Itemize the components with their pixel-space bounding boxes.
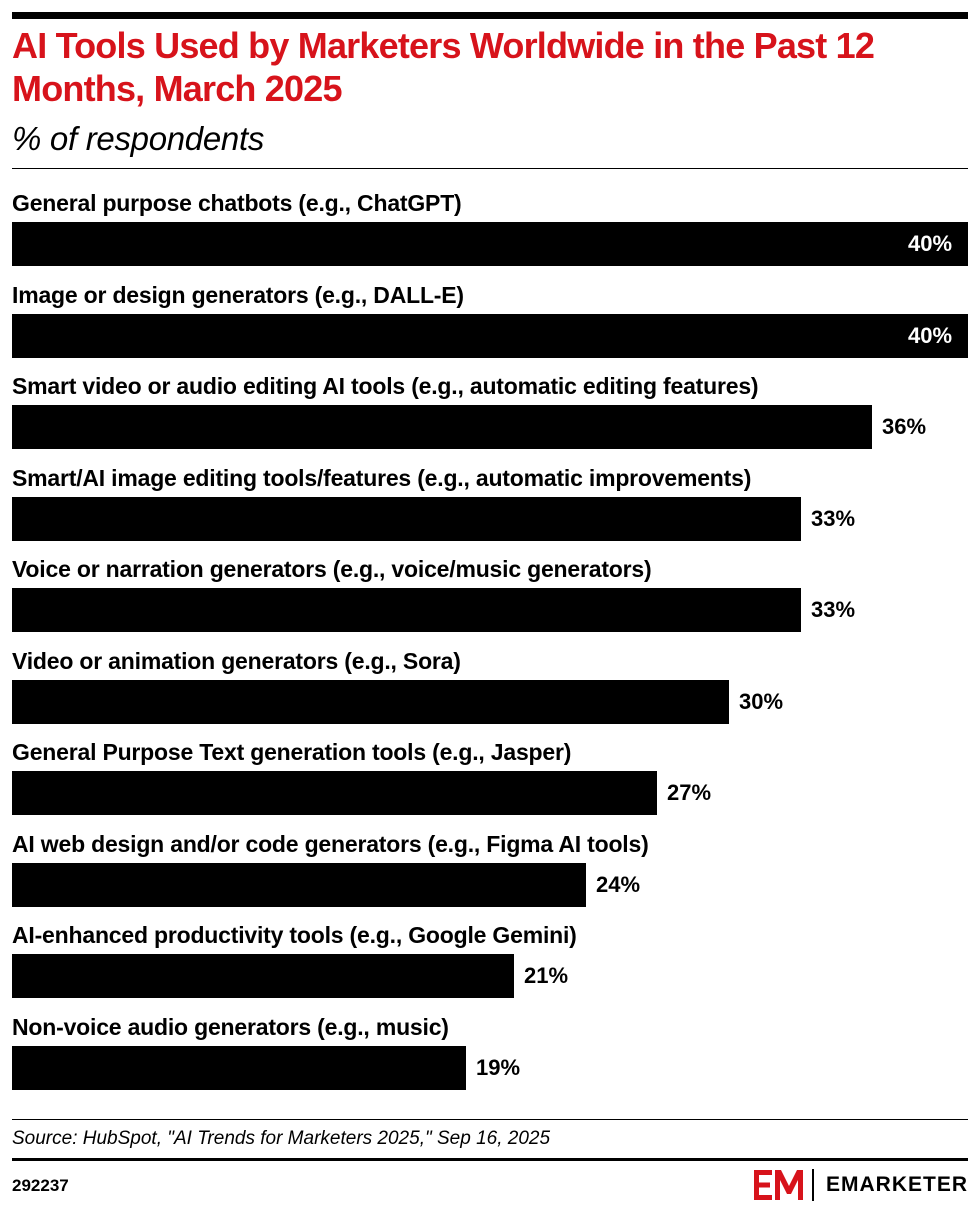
chart-id: 292237	[12, 1176, 69, 1195]
category-label: AI web design and/or code generators (e.…	[12, 830, 649, 857]
category-label: Voice or narration generators (e.g., voi…	[12, 556, 652, 582]
bar	[12, 313, 968, 358]
value-label: 40%	[908, 231, 953, 256]
value-label: 33%	[811, 597, 856, 622]
category-label: Image or design generators (e.g., DALL-E…	[12, 281, 464, 308]
bar	[12, 496, 801, 541]
value-label: 40%	[908, 322, 953, 348]
bar-chart: General purpose chatbots (e.g., ChatGPT)…	[0, 180, 980, 1100]
value-label: 33%	[811, 505, 856, 531]
brand-name: EMARKETER	[825, 1173, 968, 1196]
bar	[12, 222, 968, 266]
bottom-rule	[12, 1158, 968, 1161]
chart-title: AI Tools Used by Marketers Worldwide in …	[12, 25, 875, 109]
bar	[12, 679, 729, 724]
category-label: Non-voice audio generators (e.g., music)	[12, 1013, 449, 1040]
category-label: Video or animation generators (e.g., Sor…	[12, 647, 461, 674]
bar	[12, 771, 657, 815]
value-label: 21%	[524, 963, 569, 988]
emarketer-logo: EMARKETER	[753, 1168, 968, 1202]
top-rule	[12, 12, 968, 19]
chart-subtitle: % of respondents	[12, 120, 265, 157]
logo-divider	[811, 1169, 814, 1201]
bar	[12, 1045, 466, 1090]
value-label: 19%	[476, 1054, 521, 1080]
value-label: 36%	[882, 414, 927, 439]
em-logo-icon	[753, 1170, 803, 1200]
bar	[12, 862, 586, 907]
source-note: Source: HubSpot, "AI Trends for Marketer…	[12, 1128, 551, 1149]
category-label: AI-enhanced productivity tools (e.g., Go…	[12, 922, 577, 948]
category-label: Smart/AI image editing tools/features (e…	[12, 464, 752, 491]
value-label: 24%	[596, 871, 641, 897]
value-label: 27%	[667, 780, 712, 805]
category-label: Smart video or audio editing AI tools (e…	[12, 373, 759, 399]
footer-divider	[12, 1119, 968, 1120]
category-label: General purpose chatbots (e.g., ChatGPT)	[12, 190, 462, 216]
bar	[12, 405, 872, 449]
bar	[12, 588, 801, 632]
value-label: 30%	[739, 688, 784, 714]
category-label: General Purpose Text generation tools (e…	[12, 739, 572, 765]
subtitle-divider	[12, 168, 968, 169]
bar	[12, 954, 514, 998]
